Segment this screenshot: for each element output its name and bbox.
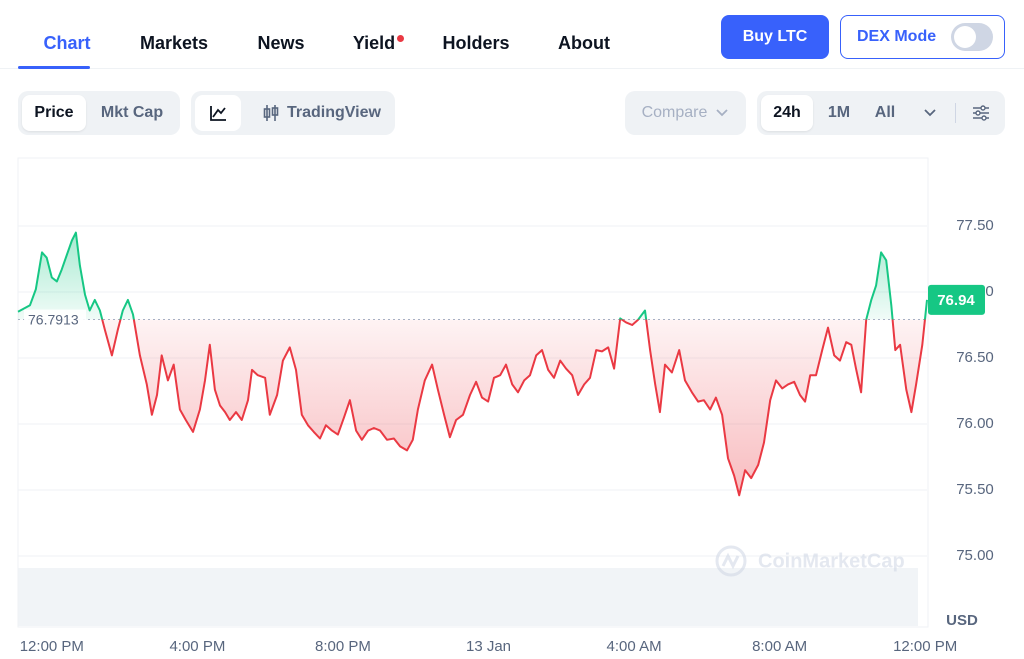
x-tick-label: 13 Jan: [466, 638, 511, 655]
compare-dropdown[interactable]: Compare: [625, 91, 746, 135]
range-button[interactable]: All: [874, 104, 896, 121]
chevron: [716, 109, 729, 117]
range-button[interactable]: 1M: [827, 104, 851, 121]
toggle[interactable]: [951, 23, 993, 51]
reference-label-bg: [24, 309, 86, 329]
line-icon: [210, 106, 226, 121]
y-tick-label: 75.00: [956, 547, 994, 564]
tab[interactable]: News: [257, 33, 305, 53]
x-tick-label: 12:00 PM: [20, 638, 84, 655]
y-tick-label: 77.50: [956, 217, 994, 234]
x-tick-label: 8:00 PM: [315, 638, 371, 655]
watermark-logo: [715, 545, 747, 577]
volume-band: [18, 568, 918, 626]
compare-group: [625, 91, 746, 135]
x-tick-label: 4:00 AM: [607, 638, 662, 655]
plot-frame: [17, 157, 929, 628]
watermark-logo: [721, 552, 740, 570]
metric-button[interactable]: Mkt Cap: [100, 104, 164, 121]
x-tick-label: 8:00 AM: [752, 638, 807, 655]
tab[interactable]: Chart: [43, 33, 91, 53]
dex-mode-button[interactable]: DEX Mode: [840, 15, 1005, 59]
chevron: [924, 109, 936, 117]
range-button[interactable]: 24h: [761, 95, 813, 131]
notification-dot: [397, 35, 404, 42]
current-price-badge: [928, 284, 985, 315]
price-line: [17, 231, 928, 497]
watermark-text: CoinMarketCap: [758, 550, 905, 572]
metric-button[interactable]: Price: [22, 95, 86, 131]
y-tick-label: 76.00: [956, 415, 994, 432]
tab[interactable]: Holders: [442, 33, 510, 53]
settings-icon: [973, 105, 989, 121]
x-tick-label: 12:00 PM: [893, 638, 957, 655]
nav-divider: [0, 68, 1024, 69]
y-tick-label: 75.50: [956, 481, 994, 498]
tab[interactable]: About: [558, 33, 610, 53]
tab[interactable]: Markets: [139, 33, 209, 53]
toggle-knob: [954, 26, 976, 48]
tradingview-label: TradingView: [287, 104, 381, 121]
buy-button[interactable]: Buy LTC: [721, 15, 829, 59]
candle-icon: [263, 105, 279, 121]
tradingview-button[interactable]: TradingView: [252, 95, 390, 131]
x-tick-label: 4:00 PM: [169, 638, 225, 655]
compare-label: Compare: [641, 104, 708, 121]
tab-underline: [18, 66, 90, 69]
tab[interactable]: Yield: [352, 33, 396, 53]
settings-button[interactable]: [964, 95, 998, 131]
area: [18, 232, 927, 496]
y-tick-label: 76.50: [956, 349, 994, 366]
line-view-button[interactable]: [195, 95, 241, 131]
unit-label: USD: [946, 612, 978, 629]
dex-mode-label: DEX Mode: [857, 28, 937, 45]
range-dropdown[interactable]: [914, 95, 946, 131]
reference-label: 76.7913: [28, 311, 79, 327]
divider: [955, 103, 956, 123]
current-price-label: 76.94: [937, 292, 975, 309]
watermark: CoinMarketCap: [715, 545, 905, 577]
